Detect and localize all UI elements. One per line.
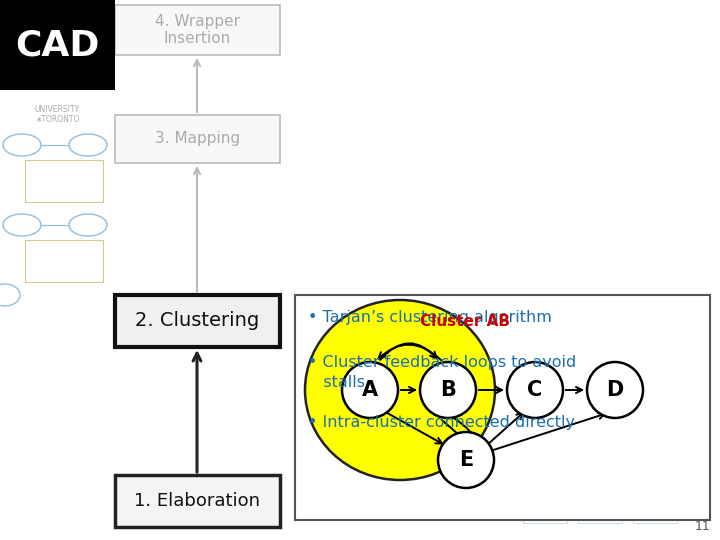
- Ellipse shape: [305, 300, 495, 480]
- Text: CAD: CAD: [15, 28, 99, 62]
- FancyBboxPatch shape: [0, 0, 115, 90]
- Text: C: C: [527, 380, 543, 400]
- FancyBboxPatch shape: [115, 295, 280, 347]
- Text: 2. Clustering: 2. Clustering: [135, 312, 260, 330]
- Ellipse shape: [438, 432, 494, 488]
- Text: Cluster AB: Cluster AB: [420, 314, 510, 329]
- FancyBboxPatch shape: [115, 115, 280, 163]
- Text: B: B: [440, 380, 456, 400]
- Text: 11: 11: [694, 520, 710, 533]
- Ellipse shape: [420, 362, 476, 418]
- Text: 3. Mapping: 3. Mapping: [155, 132, 240, 146]
- Text: E: E: [459, 450, 473, 470]
- FancyBboxPatch shape: [115, 475, 280, 527]
- Text: 4. Wrapper
Insertion: 4. Wrapper Insertion: [155, 14, 240, 46]
- Text: • Tarjan’s clustering algorithm: • Tarjan’s clustering algorithm: [308, 310, 552, 325]
- Text: • Cluster feedback loops to avoid
   stalls: • Cluster feedback loops to avoid stalls: [308, 355, 576, 390]
- Text: • Intra-cluster connected directly: • Intra-cluster connected directly: [308, 415, 575, 430]
- Text: UNIVERSITY
∗TORONTO: UNIVERSITY ∗TORONTO: [35, 105, 80, 124]
- Text: 1. Elaboration: 1. Elaboration: [135, 492, 261, 510]
- Ellipse shape: [507, 362, 563, 418]
- Ellipse shape: [342, 362, 398, 418]
- Text: D: D: [606, 380, 624, 400]
- FancyBboxPatch shape: [295, 295, 710, 520]
- FancyBboxPatch shape: [115, 5, 280, 55]
- Ellipse shape: [587, 362, 643, 418]
- Text: A: A: [362, 380, 378, 400]
